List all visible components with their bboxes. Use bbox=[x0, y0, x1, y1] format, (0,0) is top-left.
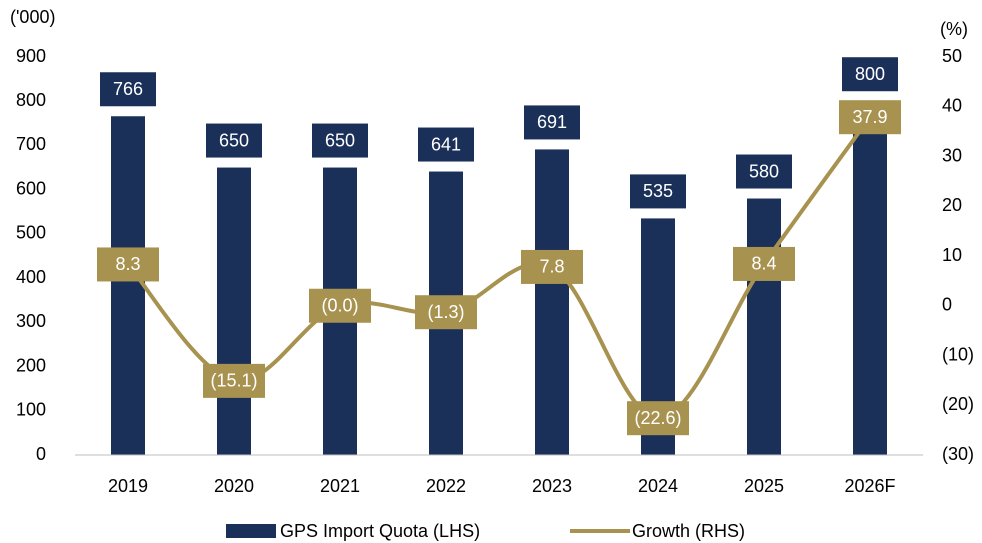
y2-tick-label: 20 bbox=[942, 195, 962, 215]
bar-value-label-box bbox=[736, 154, 792, 189]
bar-value-label-box bbox=[842, 57, 898, 92]
bar-value-label: 641 bbox=[431, 134, 461, 154]
bar-value-label-box bbox=[524, 105, 580, 140]
bar-value-label: 766 bbox=[113, 79, 143, 99]
x-tick-label: 2025 bbox=[744, 476, 784, 496]
y-tick-label: 200 bbox=[16, 355, 46, 375]
y-tick-label: 700 bbox=[16, 134, 46, 154]
x-tick-label: 2022 bbox=[426, 476, 466, 496]
y-tick-label: 100 bbox=[16, 400, 46, 420]
line-value-label-box bbox=[627, 401, 689, 436]
bar bbox=[535, 149, 569, 455]
line-value-label-box bbox=[309, 288, 371, 323]
bar bbox=[217, 167, 251, 456]
x-tick-label: 2021 bbox=[320, 476, 360, 496]
bar-value-label: 691 bbox=[537, 112, 567, 132]
line-value-label: 8.4 bbox=[751, 254, 776, 274]
y2-axis-label: (%) bbox=[940, 19, 968, 39]
bar-value-label: 535 bbox=[643, 181, 673, 201]
y-tick-label: 300 bbox=[16, 311, 46, 331]
y2-tick-label: 30 bbox=[942, 145, 962, 165]
bar-value-label-box bbox=[418, 127, 474, 162]
line-value-label-box bbox=[521, 249, 583, 284]
y2-tick-label: (20) bbox=[942, 394, 974, 414]
bar-value-label-box bbox=[312, 123, 368, 158]
y-tick-label: 600 bbox=[16, 178, 46, 198]
bar bbox=[111, 116, 145, 455]
y2-tick-label: (30) bbox=[942, 444, 974, 464]
x-tick-label: 2026F bbox=[844, 476, 895, 496]
bar-value-label-box bbox=[206, 123, 262, 158]
x-tick-label: 2024 bbox=[638, 476, 678, 496]
y2-tick-label: 0 bbox=[942, 295, 952, 315]
y2-tick-label: (10) bbox=[942, 344, 974, 364]
bar-value-label: 650 bbox=[325, 130, 355, 150]
x-tick-label: 2019 bbox=[108, 476, 148, 496]
y2-tick-label: 40 bbox=[942, 96, 962, 116]
line-value-label: 37.9 bbox=[852, 107, 887, 127]
line-value-label: (22.6) bbox=[634, 408, 681, 428]
line-value-label-box bbox=[97, 247, 159, 282]
y-tick-label: 400 bbox=[16, 267, 46, 287]
bar bbox=[853, 101, 887, 455]
legend-label: Growth (RHS) bbox=[632, 521, 745, 541]
y-tick-label: 0 bbox=[36, 444, 46, 464]
line-value-label: (0.0) bbox=[321, 296, 358, 316]
bar-value-label: 580 bbox=[749, 161, 779, 181]
line-value-label-box bbox=[839, 100, 901, 135]
bar-value-label: 650 bbox=[219, 130, 249, 150]
y-tick-label: 900 bbox=[16, 46, 46, 66]
line-value-label-box bbox=[203, 363, 265, 398]
line-value-label: 8.3 bbox=[115, 254, 140, 274]
x-tick-label: 2020 bbox=[214, 476, 254, 496]
line-value-label: (15.1) bbox=[210, 371, 257, 391]
bar-value-label-box bbox=[100, 72, 156, 107]
line-value-label-box bbox=[733, 246, 795, 281]
legend-swatch bbox=[226, 524, 276, 538]
y-tick-label: 500 bbox=[16, 223, 46, 243]
bar bbox=[747, 198, 781, 455]
legend-label: GPS Import Quota (LHS) bbox=[280, 521, 480, 541]
y2-tick-label: 50 bbox=[942, 46, 962, 66]
bar-value-label-box bbox=[630, 174, 686, 209]
y-tick-label: 800 bbox=[16, 90, 46, 110]
x-tick-label: 2023 bbox=[532, 476, 572, 496]
line-value-label: (1.3) bbox=[427, 302, 464, 322]
y-axis-label: ('000) bbox=[10, 7, 55, 27]
line-value-label-box bbox=[415, 295, 477, 330]
bar-value-label: 800 bbox=[855, 64, 885, 84]
line-value-label: 7.8 bbox=[539, 257, 564, 277]
y2-tick-label: 10 bbox=[942, 245, 962, 265]
